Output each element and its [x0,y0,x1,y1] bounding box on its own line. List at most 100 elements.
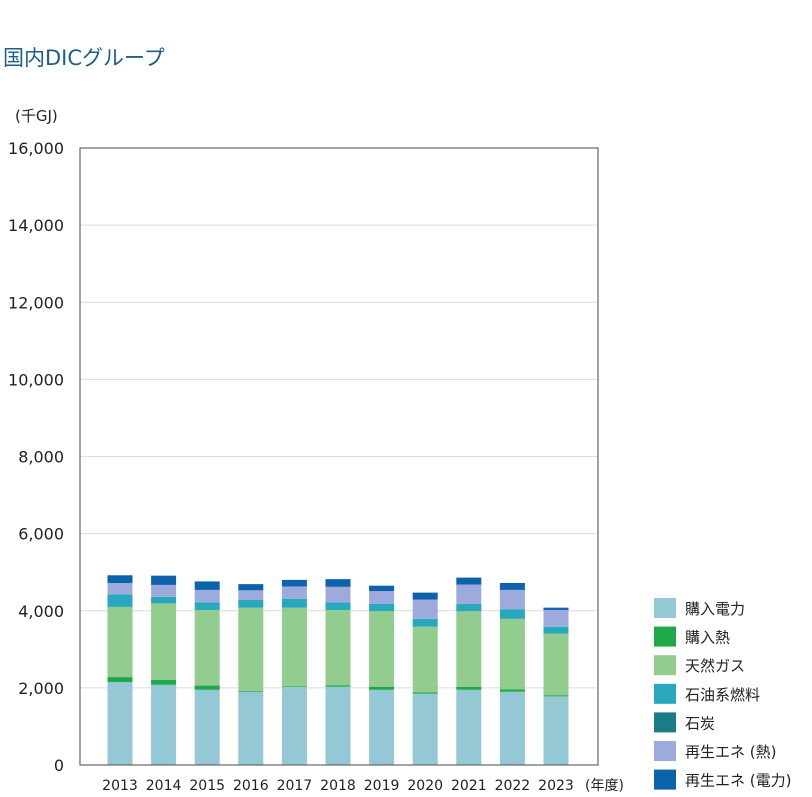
bar-segment [499,609,525,619]
bar-segment [543,609,569,627]
x-axis-unit-label: (年度) [585,778,624,794]
bar-segment [456,603,482,612]
bar-segment [151,575,177,585]
chart-heading: 国内DICグループ [3,46,165,70]
y-tick-label: 0 [54,756,64,775]
x-axis-ticks: 2013 2014 2015 2016 2017 2018 2019 2020 2021 2022… [102,778,574,794]
legend-swatch [654,626,676,647]
legend-label: 購入熱 [685,629,730,647]
legend-swatch [654,598,676,618]
legend-swatch [654,655,676,676]
bar-segment [456,611,482,687]
bar-segment [194,685,220,690]
bar-segment [238,599,264,608]
bars [107,575,569,765]
bar-segment [369,603,395,612]
y-tick-label: 10,000 [8,370,64,389]
x-tick-label: 2021 [451,778,487,794]
bar-segment [281,607,307,686]
y-axis-unit-label: (千GJ) [15,107,58,125]
bar-segment [456,577,482,585]
x-tick-label: 2015 [189,778,225,794]
x-tick-label: 2023 [538,778,574,794]
bar-segment [412,692,438,694]
legend-label: 購入電力 [685,600,745,618]
bar-segment [543,695,569,697]
bar-segment [499,618,525,690]
bar-segment [325,579,351,587]
bar-segment [325,586,351,603]
bar-segment [412,592,438,600]
bar-segment [499,689,525,692]
bar-segment [325,609,351,686]
bar-segment [543,633,569,696]
x-tick-label: 2017 [277,778,313,794]
bar-segment [412,626,438,693]
bar-segment [369,591,395,604]
bar-segment [543,696,569,765]
x-tick-label: 2020 [407,778,443,794]
bar-segment [543,626,569,634]
legend-label: 再生エネ (熱) [685,743,776,761]
bar-segment [107,594,133,607]
legend-swatch [654,741,676,761]
bar-segment [281,586,307,599]
y-axis-ticks: 0 2,000 4,000 6,000 8,000 10,000 12,000 14,000 1… [8,139,64,775]
bar-segment [151,684,177,765]
bar-segment [281,686,307,765]
y-tick-label: 16,000 [8,139,64,158]
bar-segment [238,584,264,591]
bar-segment [456,686,482,690]
bar-segment [456,689,482,765]
bar-segment [238,590,264,600]
bar-segment [238,607,264,691]
bar-segment [107,582,133,595]
x-tick-label: 2022 [495,778,531,794]
bar-segment [412,693,438,765]
bar-segment [107,682,133,765]
x-tick-label: 2016 [233,778,269,794]
bar-segment [107,575,133,583]
legend-label: 再生エネ (電力) [685,772,791,790]
legend-swatch [654,769,676,790]
x-tick-label: 2013 [102,778,138,794]
bar-segment [238,690,264,692]
legend-label: 石油系燃料 [685,686,760,704]
bar-segment [369,689,395,765]
y-tick-label: 14,000 [8,216,64,235]
bar-segment [369,686,395,690]
bar-segment [281,579,307,587]
bar-segment [194,589,220,603]
bar-segment [325,686,351,765]
bar-segment [194,689,220,765]
legend-swatch [654,712,676,733]
bar-segment [369,585,395,592]
x-tick-label: 2014 [146,778,182,794]
y-tick-label: 8,000 [18,448,64,467]
legend-label: 石炭 [685,714,715,732]
bar-segment [412,618,438,627]
y-tick-label: 6,000 [18,525,64,544]
y-tick-label: 4,000 [18,602,64,621]
legend-swatch [654,683,676,704]
x-tick-label: 2018 [320,778,356,794]
bar-segment [151,584,177,597]
bar-segment [412,599,438,619]
bar-segment [151,596,177,604]
bar-segment [499,589,525,610]
bar-segment [499,691,525,765]
bar-segment [107,606,133,678]
y-tick-label: 12,000 [8,293,64,312]
x-tick-label: 2019 [364,778,400,794]
bar-segment [194,581,220,590]
bar-segment [369,611,395,687]
bar-segment [194,609,220,686]
bar-segment [281,685,307,687]
bar-segment [281,598,307,608]
bar-segment [543,607,569,610]
legend-label: 天然ガス [685,657,745,675]
bar-segment [151,679,177,685]
